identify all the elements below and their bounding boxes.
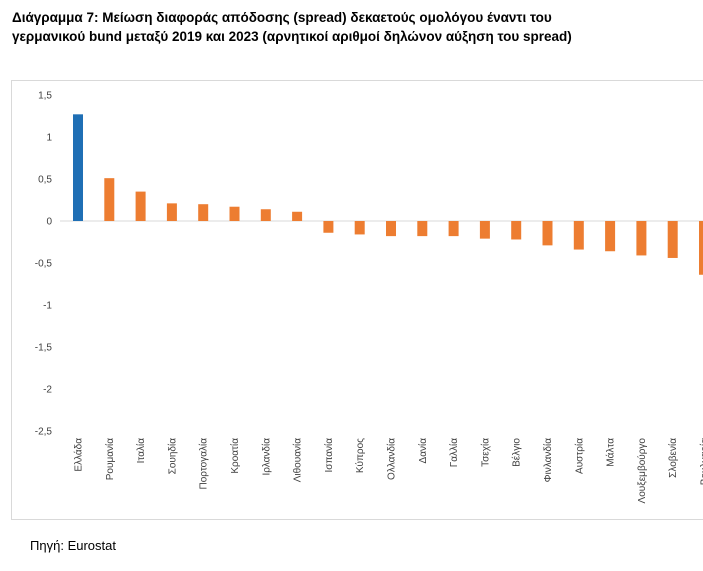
x-tick-label: Λιθουανία — [292, 438, 304, 482]
y-tick-label: -1 — [43, 301, 52, 312]
bar — [636, 221, 647, 256]
x-tick-label: Βουλγαρία — [699, 438, 703, 485]
y-tick-label: 1 — [46, 133, 52, 144]
bar-chart: 1,5 1 0,5 0 -0,5 -1 -1,5 -2 -2,5 Ελλάδα Ρουμανία Ιτ… — [35, 91, 703, 504]
y-tick-label: 1,5 — [38, 91, 52, 102]
x-tick-label: Σουηδία — [166, 438, 178, 475]
y-tick-label: -2 — [43, 385, 52, 396]
x-tick-label: Λουξεμβούργο — [636, 438, 648, 504]
bar — [198, 204, 209, 221]
y-tick-label: 0 — [46, 217, 52, 228]
x-tick-label: Σλοβενία — [667, 438, 679, 478]
x-tick-label: Γαλλία — [448, 438, 460, 468]
x-tick-label: Μάλτα — [605, 438, 617, 467]
x-tick-label: Τσεχία — [479, 438, 491, 467]
bar — [354, 221, 365, 235]
x-tick-label: Πορτογαλία — [198, 438, 210, 490]
x-tick-label: Φινλανδία — [542, 438, 554, 483]
x-tick-label: Ισπανία — [323, 438, 335, 473]
x-tick-label: Ελλάδα — [73, 438, 85, 472]
bar — [166, 203, 177, 221]
bar — [448, 221, 459, 237]
bar — [135, 191, 146, 221]
bar — [73, 114, 83, 221]
y-tick-label: -0,5 — [35, 259, 53, 270]
bar — [542, 221, 553, 246]
y-tick-label: 0,5 — [38, 175, 52, 186]
bar — [386, 221, 396, 237]
x-tick-label: Κύπρος — [354, 438, 366, 473]
bar — [573, 221, 584, 250]
bar — [417, 221, 428, 237]
chart-area — [11, 80, 703, 520]
bar — [605, 221, 616, 252]
x-tick-label: Ιρλανδία — [260, 438, 272, 476]
y-tick-label: -1,5 — [35, 343, 53, 354]
x-tick-label: Δανία — [417, 438, 429, 464]
y-tick-label: -2,5 — [35, 427, 53, 438]
source-note: Πηγή: Eurostat — [30, 538, 116, 553]
chart-title: Διάγραμμα 7: Μείωση διαφοράς απόδοσης (s… — [12, 10, 572, 44]
bar — [479, 221, 490, 239]
x-tick-label: Ολλανδία — [386, 438, 398, 480]
bar — [229, 206, 240, 221]
x-tick-label: Κροατία — [229, 438, 241, 474]
x-tick-label: Βέλγιο — [511, 438, 523, 467]
x-tick-label: Ιταλία — [135, 438, 147, 464]
bar — [104, 178, 115, 221]
bar — [699, 221, 703, 275]
bar — [260, 209, 271, 221]
bar — [667, 221, 678, 258]
x-tick-label: Αυστρία — [573, 438, 585, 474]
x-tick-label: Ρουμανία — [104, 438, 116, 480]
bar — [292, 211, 303, 221]
bar — [323, 221, 334, 233]
bar — [511, 221, 522, 240]
